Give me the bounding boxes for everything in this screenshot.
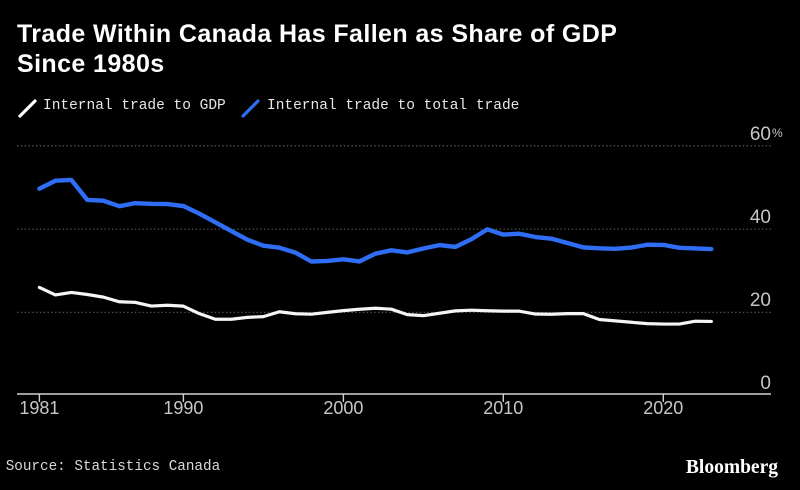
svg-text:0: 0: [760, 373, 771, 394]
svg-text:2020: 2020: [643, 398, 683, 418]
svg-text:2000: 2000: [323, 398, 363, 418]
svg-text:60: 60: [750, 124, 771, 145]
svg-text:1981: 1981: [19, 398, 59, 418]
svg-text:20: 20: [750, 290, 771, 311]
svg-text:%: %: [772, 126, 783, 140]
svg-text:1990: 1990: [163, 398, 203, 418]
svg-text:40: 40: [750, 207, 771, 228]
svg-text:2010: 2010: [483, 398, 523, 418]
